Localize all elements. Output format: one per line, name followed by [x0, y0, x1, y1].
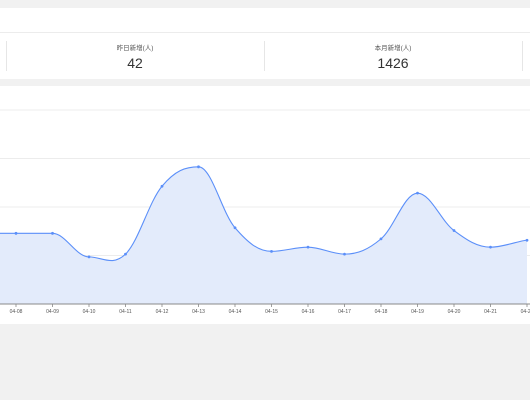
stat-month: 本月新增(人) 1426 [294, 33, 492, 79]
x-tick-label-04-19: 04-19 [411, 309, 424, 315]
x-tick-label-04-16: 04-16 [302, 309, 315, 315]
series-area [0, 166, 527, 304]
stats-divider-left [6, 41, 7, 71]
data-point-04-13 [197, 165, 200, 169]
trend-chart: 04-08 04-09 04-10 04-11 04-12 04-13 04-14 04-15… [0, 109, 530, 315]
stat-month-value: 1426 [377, 55, 409, 71]
data-point-04-10 [87, 255, 91, 259]
data-point-04-16 [306, 245, 310, 249]
x-tick-label-04-10: 04-10 [83, 309, 96, 315]
stats-divider-right [522, 41, 523, 71]
data-point-04-14 [233, 226, 237, 230]
data-point-04-12 [160, 184, 164, 188]
x-tick-label-04-08: 04-08 [10, 309, 23, 315]
x-tick-label-04-20: 04-20 [448, 309, 461, 315]
data-point-04-15 [270, 249, 273, 253]
x-tick-label-04-09: 04-09 [46, 309, 59, 315]
x-tick-label-04-21: 04-21 [484, 309, 497, 315]
series-line [0, 166, 528, 262]
stats-divider-middle [264, 41, 265, 71]
data-point-04-22 [525, 238, 529, 242]
x-tick-label-04-11: 04-11 [119, 309, 132, 315]
data-point-04-19 [416, 191, 419, 195]
data-point-04-17 [343, 252, 346, 256]
data-point-04-08 [14, 231, 18, 235]
x-tick-label-04-13: 04-13 [192, 309, 205, 315]
stat-yesterday: 昨日新增(人) 42 [36, 33, 234, 79]
data-point-04-18 [379, 237, 383, 241]
data-point-04-09 [51, 231, 54, 235]
x-tick-label-04-12: 04-12 [156, 309, 169, 315]
top-header-bar [0, 8, 530, 32]
x-tick-label-04-22: 04-22 [521, 309, 530, 315]
stat-month-label: 本月新增(人) [374, 45, 412, 52]
data-point-04-20 [452, 229, 456, 232]
x-tick-label-04-15: 04-15 [265, 309, 278, 315]
stat-yesterday-label: 昨日新增(人) [116, 45, 154, 52]
x-tick-label-04-17: 04-17 [338, 309, 351, 315]
x-tick-label-04-14: 04-14 [229, 309, 242, 315]
stats-card: 昨日新增(人) 42 本月新增(人) 1426 [0, 32, 530, 79]
stat-yesterday-value: 42 [127, 55, 143, 71]
x-tick-label-04-18: 04-18 [375, 309, 388, 315]
data-point-04-21 [489, 245, 492, 249]
chart-card: 04-08 04-09 04-10 04-11 04-12 04-13 04-14 04-15… [0, 86, 530, 324]
data-point-04-11 [124, 252, 127, 256]
